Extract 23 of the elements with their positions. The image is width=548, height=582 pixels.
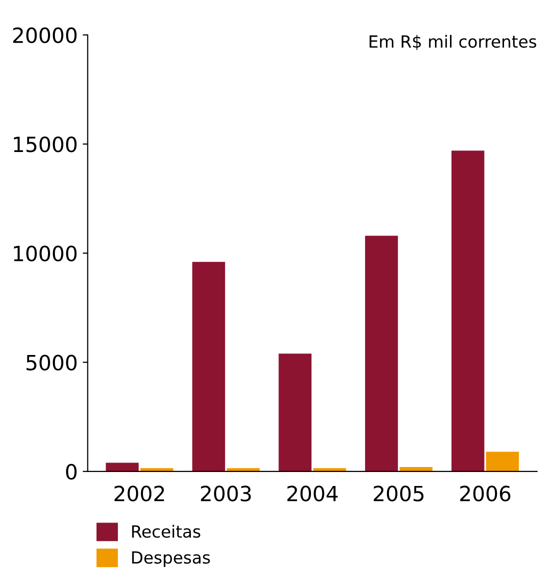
- bar: [486, 452, 519, 472]
- bar: [365, 236, 398, 472]
- bar: [313, 468, 346, 472]
- y-tick-label: 0: [66, 464, 77, 480]
- y-tick-label: 5000: [26, 354, 77, 371]
- legend-label: Despesas: [132, 551, 210, 567]
- bar: [451, 150, 484, 472]
- annotation: Em R$ mil correntes: [370, 34, 536, 50]
- x-tick-label: 2004: [287, 486, 338, 502]
- x-tick-label: 2003: [200, 486, 251, 502]
- y-tick-label: 10000: [14, 246, 77, 262]
- bar: [400, 467, 432, 472]
- bar: [192, 262, 226, 472]
- y-tick-label: 20000: [13, 27, 77, 44]
- x-tick-label: 2006: [460, 486, 510, 502]
- bar: [140, 468, 174, 472]
- bar: [226, 468, 260, 472]
- bar: [106, 462, 139, 472]
- x-tick-label: 2005: [374, 486, 424, 502]
- y-tick-label: 15000: [14, 136, 77, 152]
- bar: [278, 354, 312, 472]
- legend-label: Receitas: [132, 524, 200, 538]
- x-tick-label: 2002: [114, 486, 164, 502]
